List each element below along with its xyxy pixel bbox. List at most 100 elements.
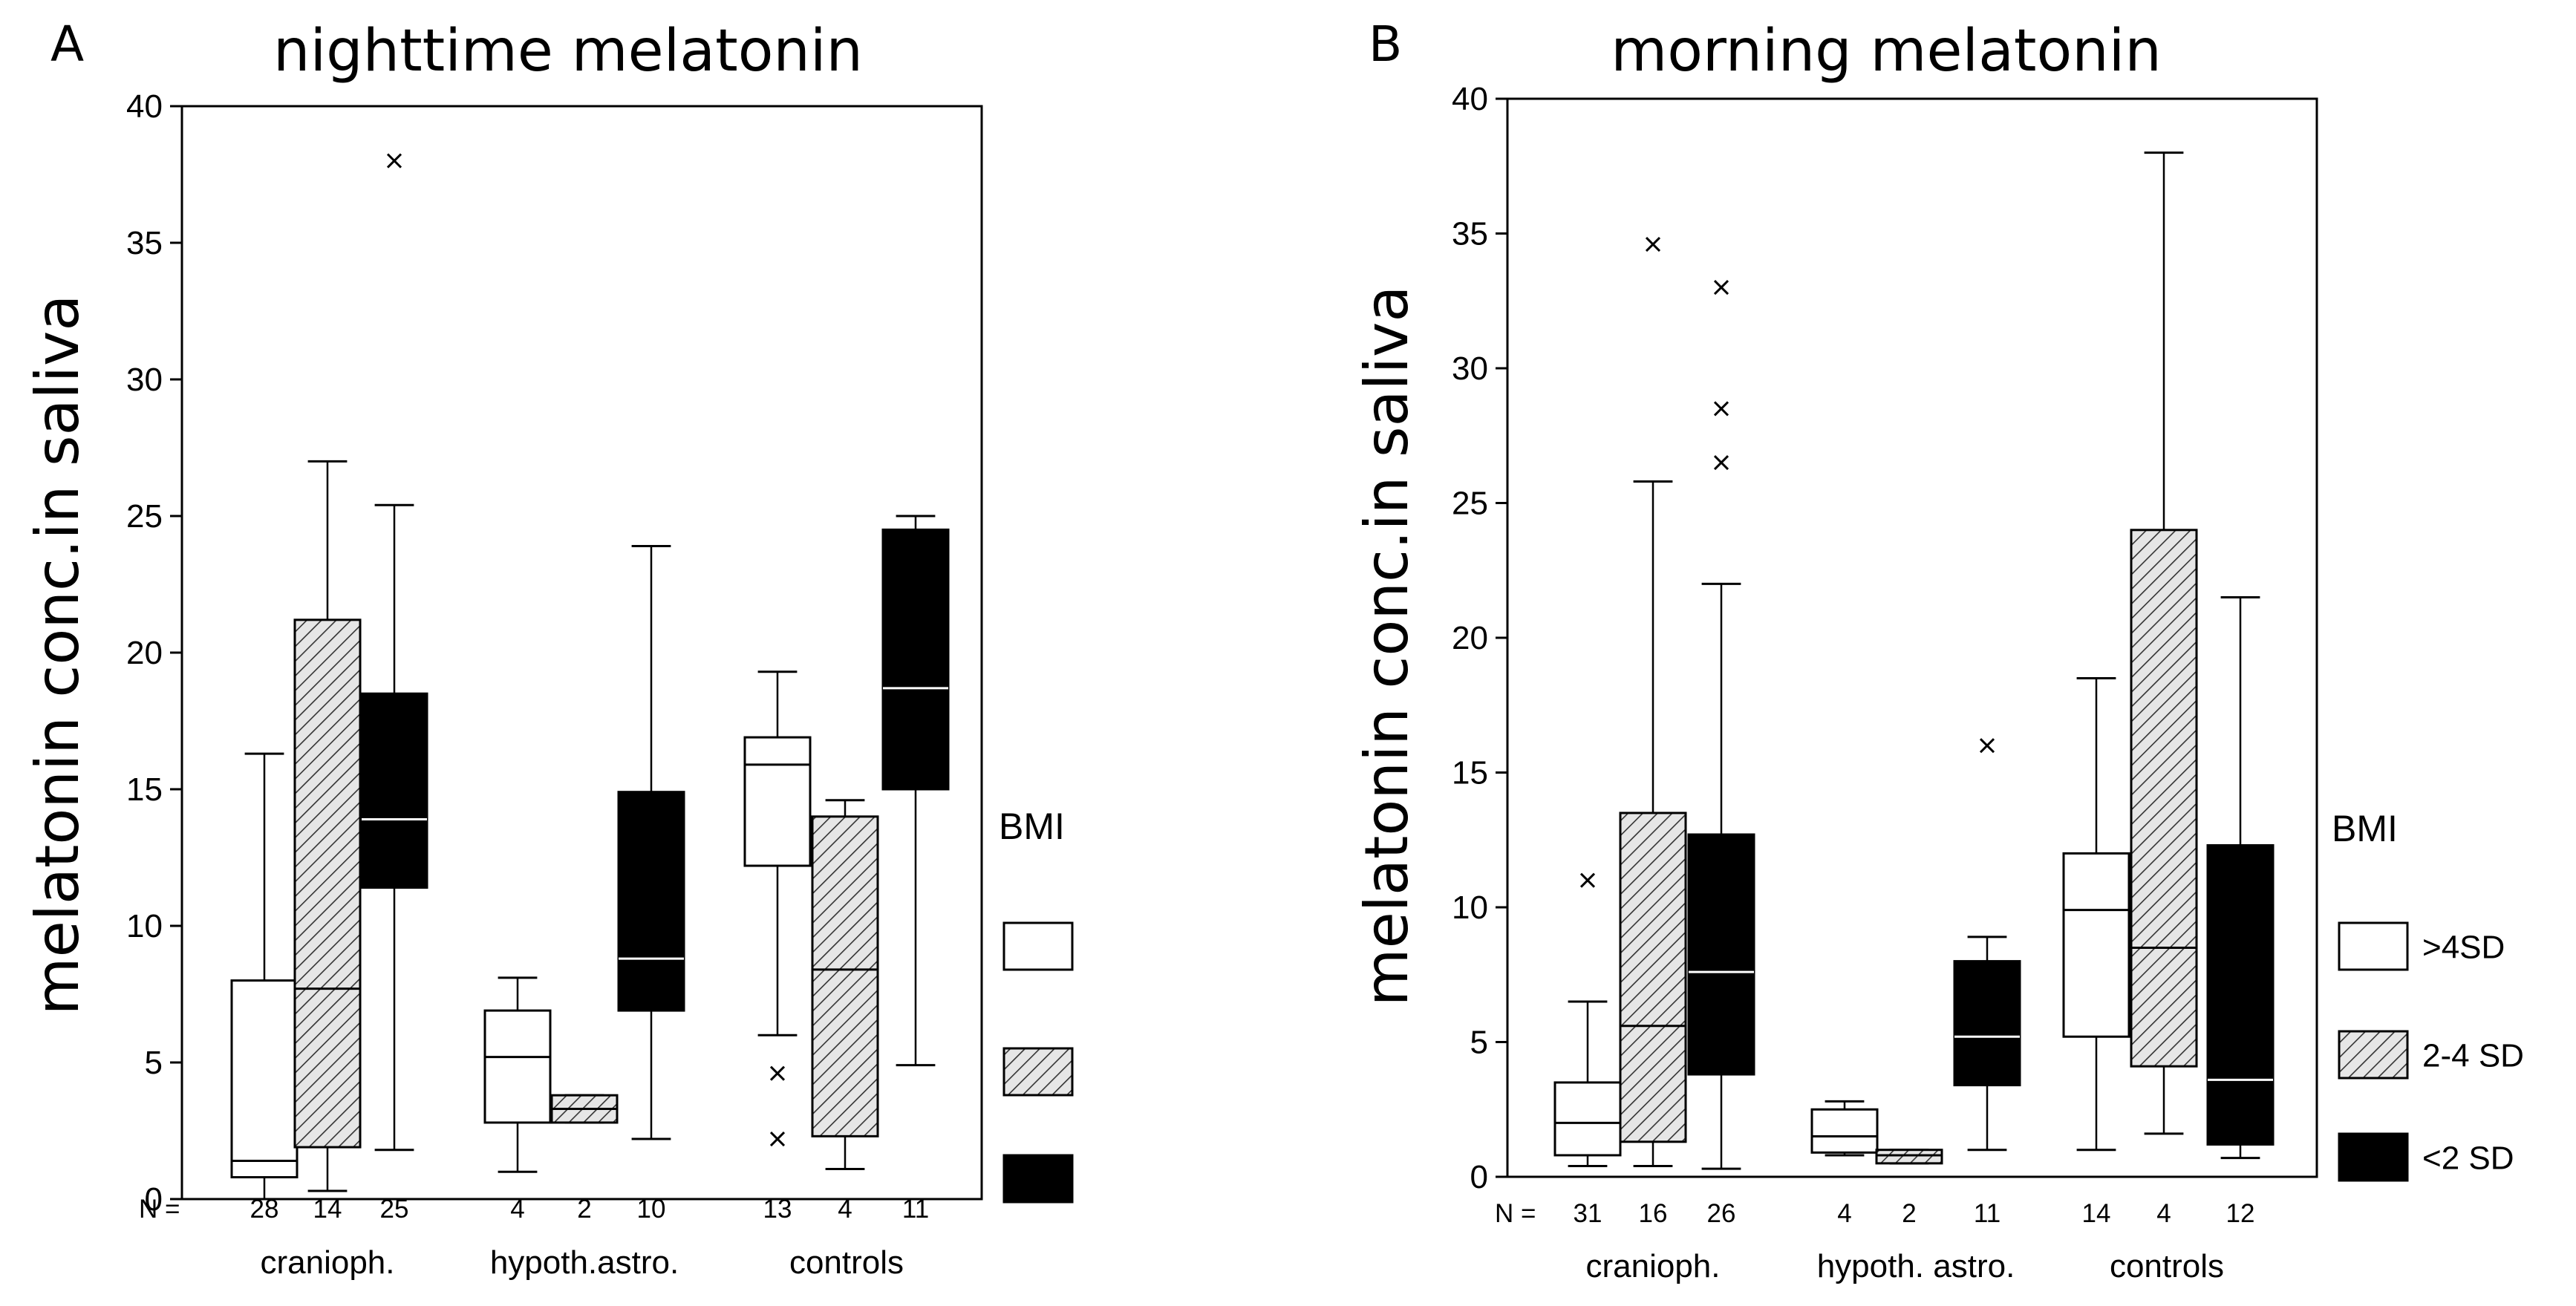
outlier-stroke — [1979, 738, 1995, 754]
legend-title: BMI — [999, 806, 1065, 847]
y-tick-label: 5 — [1470, 1025, 1488, 1061]
y-tick-label: 35 — [126, 225, 163, 261]
group-label: hypoth. astro. — [1817, 1248, 2015, 1284]
n-label: 4 — [838, 1195, 852, 1224]
n-label: 12 — [2226, 1199, 2255, 1228]
box — [293, 618, 362, 1149]
outlier-stroke — [1713, 454, 1729, 471]
n-label: 26 — [1707, 1199, 1736, 1228]
box — [1619, 812, 1687, 1143]
y-axis-label: melatonin conc.in saliva — [1352, 286, 1421, 1007]
legend-swatch — [2338, 921, 2409, 971]
outlier-mark — [1713, 454, 1729, 471]
outlier-stroke — [1645, 236, 1661, 252]
box — [1875, 1149, 1943, 1165]
legend — [1002, 921, 1074, 1204]
outlier-stroke — [1713, 280, 1729, 296]
outlier-stroke — [769, 1131, 786, 1147]
y-tick-label: 0 — [1470, 1159, 1488, 1195]
chart-title: nighttime melatonin — [273, 18, 863, 85]
outlier-stroke — [386, 153, 402, 169]
panel-label: A — [50, 16, 84, 73]
y-tick-label: 20 — [1452, 620, 1488, 656]
chart-title: morning melatonin — [1611, 18, 2162, 85]
n-prefix: N = — [139, 1195, 180, 1224]
outlier-mark — [769, 1065, 786, 1081]
legend-title: BMI — [2332, 808, 2398, 849]
y-tick-label: 20 — [126, 635, 163, 671]
outlier-mark — [1713, 401, 1729, 417]
n-label: 14 — [313, 1195, 342, 1224]
n-label: 31 — [1574, 1199, 1602, 1228]
y-tick-label: 40 — [126, 88, 163, 125]
group-label: controls — [789, 1244, 904, 1281]
legend-swatch — [2338, 1030, 2409, 1080]
box — [1953, 960, 2021, 1087]
n-label: 28 — [250, 1195, 279, 1224]
n-label: 14 — [2082, 1199, 2111, 1228]
y-tick-label: 15 — [126, 771, 163, 808]
outlier-stroke — [1579, 872, 1596, 888]
legend: >4SD 2-4 SD <2 SD — [2338, 921, 2524, 1182]
y-tick-label: 5 — [145, 1045, 163, 1081]
panel-b: B morning melatonin melatonin conc.in sa… — [1352, 16, 2524, 1284]
legend-swatch — [1002, 1047, 1074, 1097]
legend-label: >4SD — [2422, 930, 2505, 966]
outlier-mark — [1645, 236, 1661, 252]
n-label: 10 — [637, 1195, 666, 1224]
box — [2062, 852, 2130, 1038]
box — [617, 791, 685, 1012]
box — [2130, 529, 2198, 1068]
legend-swatch — [1002, 921, 1074, 971]
box — [1687, 833, 1755, 1076]
box — [360, 692, 428, 889]
n-label: 4 — [1837, 1199, 1851, 1228]
y-axis-label: melatonin conc.in saliva — [23, 295, 92, 1016]
outlier-mark — [1713, 280, 1729, 296]
box — [811, 815, 879, 1137]
box — [483, 1009, 552, 1124]
y-tick-label: 30 — [126, 362, 163, 398]
legend-label: <2 SD — [2422, 1140, 2514, 1177]
n-label: 4 — [2156, 1199, 2171, 1228]
y-tick-label: 15 — [1452, 755, 1488, 791]
n-label: 25 — [380, 1195, 409, 1224]
outlier-mark — [1979, 738, 1995, 754]
y-tick-label: 10 — [1452, 889, 1488, 926]
y-tick-label: 40 — [1452, 81, 1488, 117]
group-label: cranioph. — [1585, 1248, 1720, 1284]
box — [230, 979, 299, 1179]
outlier-stroke — [769, 1065, 786, 1081]
outlier-mark — [386, 153, 402, 169]
y-tick-label: 25 — [126, 498, 163, 535]
box — [1810, 1108, 1879, 1154]
box — [881, 528, 950, 791]
group-label: controls — [2110, 1248, 2224, 1284]
panel-a: A nighttime melatonin melatonin conc.in … — [23, 16, 1074, 1281]
n-label: 2 — [577, 1195, 591, 1224]
box — [2206, 844, 2275, 1146]
n-prefix: N = — [1495, 1199, 1536, 1228]
outlier-mark — [1579, 872, 1596, 888]
box — [1553, 1081, 1622, 1157]
n-label: 13 — [763, 1195, 792, 1224]
n-label: 11 — [1974, 1199, 2001, 1228]
n-label: 2 — [1902, 1199, 1916, 1228]
y-tick-label: 35 — [1452, 216, 1488, 252]
box — [743, 736, 812, 867]
legend-swatch — [2338, 1132, 2409, 1182]
y-tick-label: 30 — [1452, 350, 1488, 387]
panel-label: B — [1369, 16, 1402, 73]
y-tick-label: 25 — [1452, 486, 1488, 522]
group-label: cranioph. — [260, 1244, 394, 1281]
legend-swatch — [1002, 1154, 1074, 1204]
y-tick-label: 10 — [126, 908, 163, 944]
n-label: 4 — [510, 1195, 524, 1224]
n-label: 11 — [902, 1195, 929, 1224]
n-label: 16 — [1639, 1199, 1668, 1228]
legend-label: 2-4 SD — [2422, 1038, 2524, 1074]
group-label: hypoth.astro. — [490, 1244, 679, 1281]
outlier-stroke — [1713, 401, 1729, 417]
y-tick-label: 0 — [145, 1181, 163, 1218]
